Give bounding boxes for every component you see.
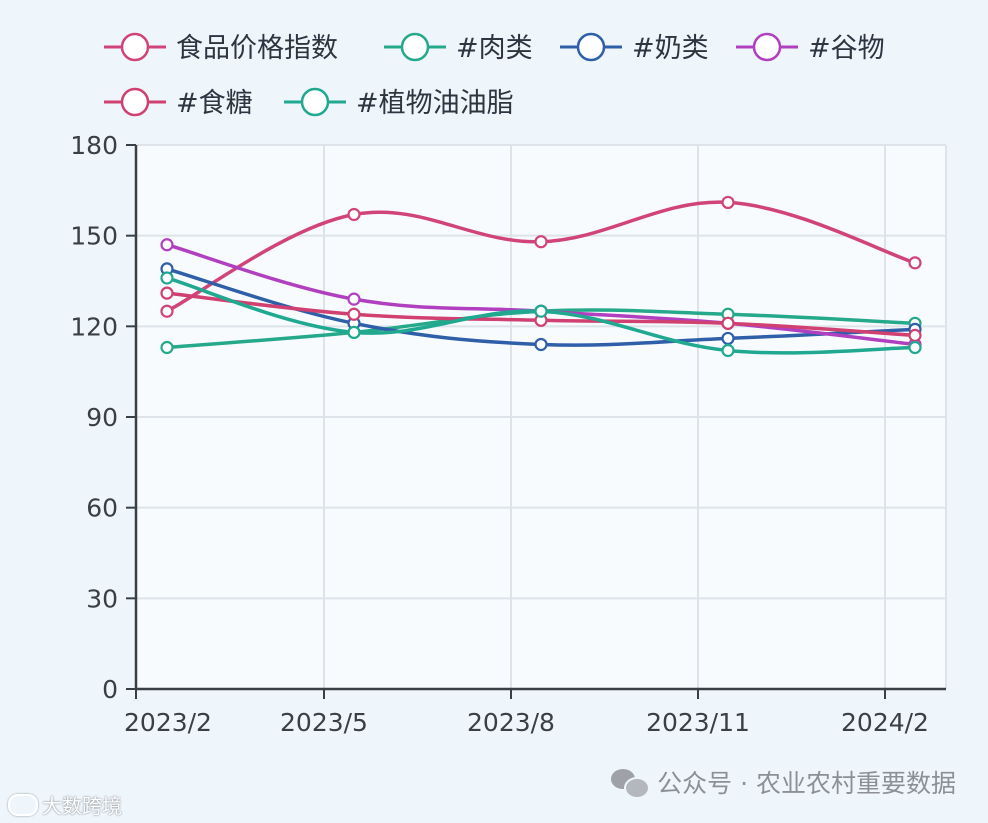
data-point[interactable] <box>908 328 922 342</box>
data-point[interactable] <box>534 235 548 249</box>
data-point[interactable] <box>160 286 174 300</box>
data-point[interactable] <box>160 271 174 285</box>
x-tick-label: 2024/2 <box>841 708 929 737</box>
data-point[interactable] <box>908 256 922 270</box>
y-tick-label: 180 <box>70 131 118 160</box>
series-lines <box>160 195 922 358</box>
y-tick-label: 0 <box>102 675 118 704</box>
legend-label: #谷物 <box>808 33 885 64</box>
x-tick-label: 2023/2 <box>124 708 212 737</box>
data-point[interactable] <box>534 337 548 352</box>
data-point[interactable] <box>721 316 735 330</box>
brand-logo-icon <box>8 793 38 816</box>
corner-watermark: 大数跨境 <box>8 790 122 819</box>
y-tick-label: 150 <box>70 222 118 251</box>
wechat-icon <box>611 767 651 799</box>
data-point[interactable] <box>721 195 735 210</box>
legend-marker <box>120 32 150 62</box>
x-tick-label: 2023/11 <box>646 708 750 737</box>
legend-item[interactable]: #食糖 <box>104 87 253 119</box>
legend-marker <box>300 87 330 117</box>
x-tick-label: 2023/8 <box>467 708 555 737</box>
legend-item[interactable]: #肉类 <box>384 32 533 64</box>
data-point[interactable] <box>160 340 174 355</box>
x-tick-label: 2023/5 <box>280 708 368 737</box>
legend-label: #食糖 <box>176 88 253 119</box>
data-point[interactable] <box>534 304 548 318</box>
legend-label: #奶类 <box>632 33 709 64</box>
legend[interactable]: 食品价格指数 #肉类 #奶类 #谷物 #食糖 #植物油油脂 <box>104 32 885 119</box>
legend-label: #植物油油脂 <box>356 88 514 119</box>
data-point[interactable] <box>908 340 922 355</box>
y-tick-label: 30 <box>86 584 118 613</box>
data-point[interactable] <box>347 292 361 306</box>
axes: 0 30 60 90 120 150 180 2023/2 2023/5 2023/8 2023/1… <box>70 131 946 737</box>
data-point[interactable] <box>347 207 361 222</box>
legend-label: 食品价格指数 <box>176 33 338 64</box>
series-6 <box>160 271 922 358</box>
legend-item[interactable]: #植物油油脂 <box>284 87 514 119</box>
legend-item[interactable]: #奶类 <box>560 32 709 64</box>
y-tick-label: 90 <box>86 403 118 432</box>
watermark: 公众号 · 农业农村重要数据 <box>611 764 956 800</box>
legend-item[interactable]: #谷物 <box>736 32 885 64</box>
corner-watermark-text: 大数跨境 <box>42 794 122 818</box>
data-point[interactable] <box>347 307 361 321</box>
legend-label: #肉类 <box>456 33 533 64</box>
legend-item[interactable]: 食品价格指数 <box>104 32 338 64</box>
series-1 <box>160 195 922 318</box>
y-tick-label: 60 <box>86 494 118 523</box>
data-point[interactable] <box>721 331 735 346</box>
data-point[interactable] <box>160 304 174 318</box>
legend-marker <box>576 32 606 62</box>
y-tick-label: 120 <box>70 312 118 341</box>
data-point[interactable] <box>721 343 735 358</box>
data-point[interactable] <box>347 325 361 339</box>
legend-marker <box>400 32 430 62</box>
data-point[interactable] <box>160 238 174 252</box>
legend-marker <box>120 87 150 117</box>
watermark-text: 公众号 · 农业农村重要数据 <box>657 769 956 798</box>
legend-marker <box>752 32 782 62</box>
